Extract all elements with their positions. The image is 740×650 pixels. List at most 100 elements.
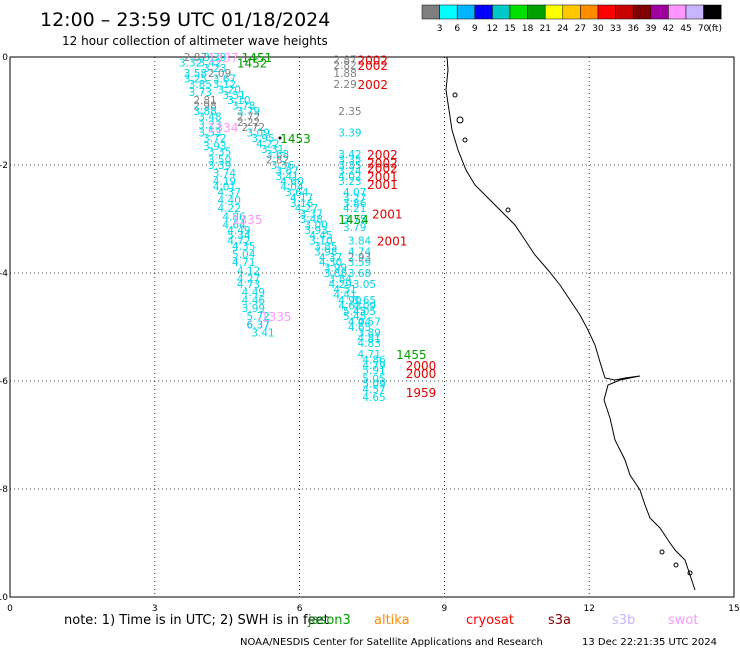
swh-value: 3.35: [338, 160, 361, 172]
colorbar-swatch: [492, 4, 511, 20]
legend-item: swot: [668, 613, 698, 628]
swh-value: 3.42: [338, 149, 361, 161]
time-label: 1452: [237, 56, 268, 70]
grid: [10, 57, 734, 597]
time-label: 1335: [261, 310, 292, 324]
swh-value: 2.35: [338, 106, 361, 118]
swh-value: 3.41: [275, 171, 298, 183]
colorbar-label: 45: [680, 24, 691, 34]
swh-value: 3.95: [251, 133, 274, 145]
coastline: [445, 56, 696, 591]
colorbar-swatch: [597, 4, 616, 20]
swh-value: 4.74: [348, 246, 372, 258]
swh-value: 4.90: [338, 295, 361, 307]
swh-value: 3.53: [198, 128, 221, 140]
swh-value: 3.10: [227, 95, 250, 107]
swh-value: 3.24: [338, 165, 362, 177]
colorbar-swatch: [650, 4, 669, 20]
swh-value: 3.98: [314, 246, 337, 258]
swh-value: 4.22: [218, 203, 241, 215]
swh-value: 6.37: [247, 319, 270, 331]
swh-value: 3.74: [213, 168, 237, 180]
y-tick-label: -4: [0, 269, 8, 279]
x-tick-label: 12: [583, 604, 594, 614]
swh-value: 2.72: [237, 111, 260, 123]
colorbar-unit: (ft): [708, 24, 722, 34]
swh-value: 4.49: [227, 225, 250, 237]
swh-value: 4.37: [319, 252, 342, 264]
legend: jason3 altika cryosat s3a s3b swot: [307, 613, 698, 628]
colorbar-swatch: [580, 4, 599, 20]
swh-value: 4.30: [319, 257, 342, 269]
legend-note: note: 1) Time is in UTC; 2) SWH is in fe…: [64, 613, 329, 628]
chart-title: 12:00 – 23:59 UTC 01/18/2024: [40, 9, 330, 31]
time-label: 2000: [406, 367, 437, 381]
time-label: 2002: [358, 54, 389, 68]
swh-value: 3.99: [324, 263, 347, 275]
swh-value: 3.79: [237, 106, 260, 118]
colorbar-label: 21: [539, 24, 550, 34]
swh-value: 3.72: [203, 133, 226, 145]
swh-value: 2.82: [333, 60, 356, 72]
swh-value: 3.99: [242, 303, 265, 315]
colorbar-swatch: [456, 4, 476, 20]
time-label: 2001: [372, 208, 403, 222]
legend-item: s3b: [612, 613, 635, 628]
swh-value: 5.45: [343, 311, 366, 323]
swh-value: 4.27: [237, 273, 260, 285]
swh-value: 3.27: [343, 192, 366, 204]
colorbar-swatch: [703, 4, 722, 20]
swh-value: 3.65: [353, 295, 376, 307]
colorbar-label: 12: [487, 24, 498, 34]
colorbar-swatch: [562, 4, 581, 20]
swh-value: 4.57: [362, 384, 385, 396]
colorbar: 3 6 9 12 15 18 21 24 27 30 33 36 39 42 45 70 (ft): [421, 4, 722, 34]
swh-value: 4.60: [280, 176, 303, 188]
swh-value: 2.87: [333, 55, 356, 67]
colorbar-label: 9: [472, 24, 478, 34]
swh-value: 2.93: [348, 252, 371, 264]
swh-value: 5.34: [227, 230, 251, 242]
swh-value: 4.64: [222, 219, 246, 231]
swh-value: 4.12: [237, 265, 260, 277]
swh-value: 3.59: [348, 257, 371, 269]
swh-value: 5.05: [362, 373, 385, 385]
swh-value: 3.05: [353, 279, 376, 291]
swh-value: 4.35: [232, 241, 255, 253]
swh-value: 2.29: [333, 79, 356, 91]
legend-item: altika: [374, 613, 410, 628]
swh-value: 4.37: [218, 187, 241, 199]
swh-value: 3.41: [251, 327, 274, 339]
footer-credit: NOAA/NESDIS Center for Satellite Applica…: [240, 637, 543, 648]
colorbar-swatch: [544, 4, 564, 20]
swh-value: 3.23: [203, 63, 226, 75]
colorbar-swatch: [632, 4, 652, 20]
swh-value: 4.83: [358, 338, 381, 350]
swh-value: 4.65: [348, 322, 371, 334]
colorbar-label: 70: [698, 24, 710, 34]
swh-value: 4.71: [358, 349, 381, 361]
x-tick-label: 9: [442, 604, 448, 614]
swh-value: 4.86: [222, 211, 246, 223]
swh-value: 4.41: [333, 290, 356, 302]
swh-value: 5.04: [232, 249, 256, 261]
swh-value: 4.86: [362, 354, 386, 366]
time-label: 2002: [367, 162, 398, 176]
x-tick-label: 15: [728, 604, 739, 614]
swh-value: 4.22: [256, 138, 279, 150]
swh-value: 4.29: [329, 279, 352, 291]
swh-value: 3.79: [343, 222, 366, 234]
swh-value: 5.91: [362, 365, 385, 377]
time-label: 1455: [396, 348, 427, 362]
swh-value: 3.39: [203, 52, 226, 64]
y-tick-label: -10: [0, 593, 8, 603]
time-label: 1454: [338, 213, 369, 227]
footer-stamp: 13 Dec 22:21:35 UTC 2024: [582, 637, 717, 648]
time-label: 1337: [208, 51, 239, 65]
swh-value: 3.51: [222, 90, 245, 102]
swh-value: 3.42: [198, 57, 221, 69]
swh-value: 2.72: [242, 122, 265, 134]
x-tick-label: 6: [297, 604, 303, 614]
swh-value: 3.48: [300, 214, 323, 226]
